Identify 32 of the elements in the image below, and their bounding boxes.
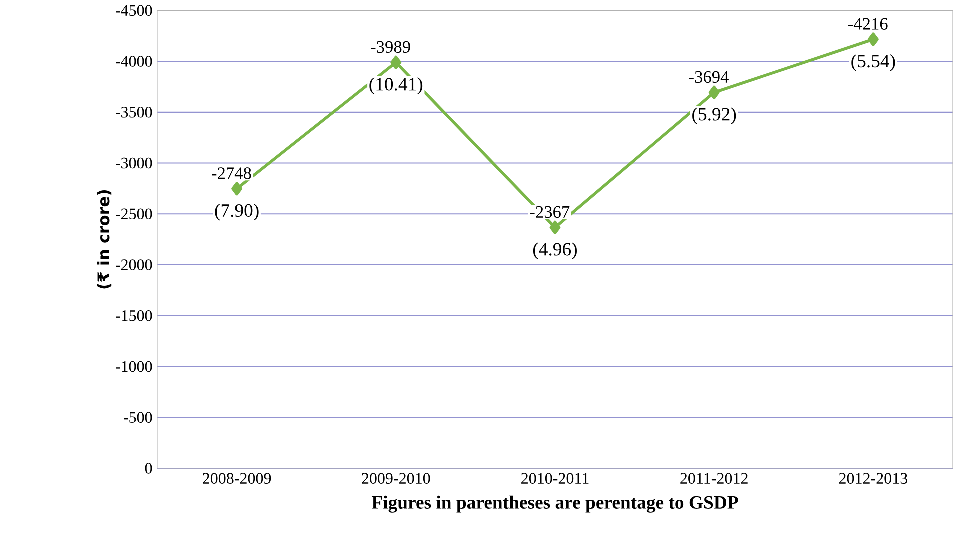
x-tick-label: 2011-2012 (680, 473, 748, 484)
y-tick-label: -4500 (116, 5, 152, 16)
point (390, 56, 402, 70)
data-label: -3694 (689, 72, 729, 84)
annotation: (4.96) (533, 242, 577, 260)
annotation: (10.41) (370, 78, 423, 95)
x-tick-label: 2009-2010 (362, 473, 430, 484)
annotation: (7.90) (215, 204, 259, 222)
x-axis-title: Figures in parentheses are perentage to GSDP (372, 496, 738, 514)
data-label: -4216 (848, 18, 888, 30)
data-label: -3989 (371, 42, 410, 54)
data-label: -2367 (530, 206, 570, 218)
point (708, 86, 720, 100)
y-tick-label: -1000 (116, 362, 152, 372)
x-tick-label: 2008-2009 (203, 473, 272, 484)
y-tick-label: -3000 (116, 158, 152, 169)
y-tick-label: -2000 (116, 260, 152, 271)
annotation: (5.54) (852, 54, 896, 72)
y-tick-label: -500 (124, 412, 152, 424)
y-tick-label: -4000 (116, 56, 152, 68)
y-tick-label: -2500 (116, 208, 152, 220)
data-label: -2748 (212, 168, 252, 180)
x-tick-label: 2012-2013 (839, 473, 908, 484)
point (232, 182, 243, 196)
annotation: (5.92) (692, 108, 736, 125)
y-axis-title: (₹ in crore) (97, 190, 112, 289)
y-tick-label: -1500 (116, 310, 152, 322)
y-tick-label: 0 (145, 463, 152, 474)
y-tick-label: -3500 (116, 107, 152, 118)
point (868, 32, 879, 47)
point (550, 221, 561, 235)
x-tick-label: 2010-2011 (522, 473, 589, 484)
